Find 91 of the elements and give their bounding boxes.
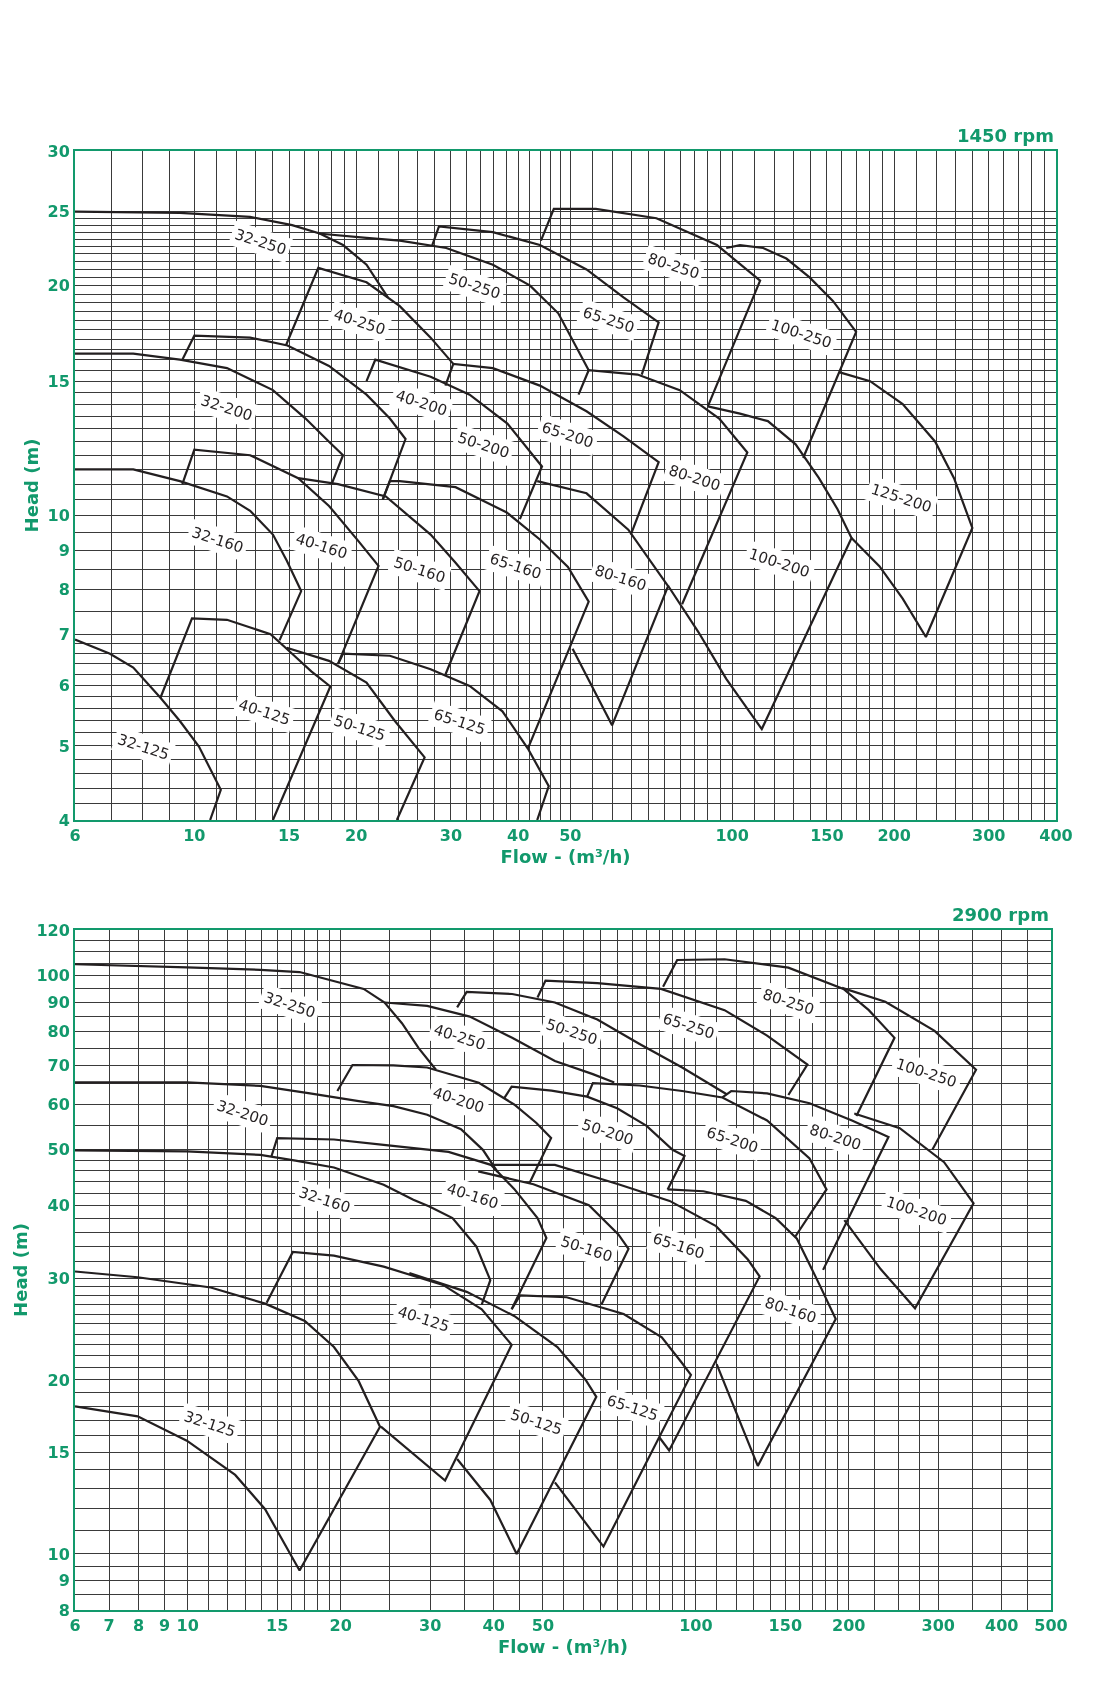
x-tick-label: 50 [531,1616,555,1636]
text: 65-160 [487,549,544,583]
y-tick-label: 7 [58,624,70,644]
text: 32-200 [198,391,255,425]
text: 32-250 [261,988,318,1022]
text: 32-125 [181,1407,238,1441]
text: 40-250 [331,305,388,339]
text: 65-200 [704,1123,761,1157]
text: 40-125 [395,1302,452,1336]
y-tick-label: 8 [58,1600,70,1620]
text: 50-125 [331,711,388,745]
y-tick-label: 90 [47,992,70,1012]
x-tick-label: 10 [183,826,206,846]
x-tick-label: 8 [132,1616,145,1636]
text: 80-160 [762,1293,819,1327]
x-tick-label: 150 [768,1616,803,1636]
x-tick-label: 150 [810,826,844,846]
y-tick-label: 25 [47,202,70,222]
x-axis-title: Flow - (m³/h) [500,845,631,867]
text: 80-250 [760,985,817,1019]
y-tick-label: 80 [47,1022,70,1042]
text: 50-125 [508,1405,565,1439]
text: 40-160 [293,529,350,563]
text: 40-160 [444,1179,501,1213]
y-tick-label: 9 [58,541,70,561]
text: 65-250 [580,303,637,337]
text: 65-125 [431,705,488,739]
x-tick-label: 7 [103,1616,115,1636]
y-tick-label: 15 [47,1442,70,1462]
y-tick-label: 100 [36,966,70,986]
x-tick-label: 20 [345,826,368,846]
text: 40-125 [236,695,293,729]
x-tick-label: 10 [176,1616,199,1636]
y-tick-label: 30 [47,1268,70,1288]
y-tick-label: 9 [58,1571,70,1591]
text: 80-200 [807,1120,864,1154]
x-tick-label: 100 [679,1616,713,1636]
text: 65-160 [650,1229,707,1263]
text: 50-200 [579,1115,636,1149]
x-tick-label: 40 [482,1616,505,1636]
text: 40-250 [431,1020,488,1054]
text: 50-200 [455,428,512,462]
text: 80-250 [645,249,702,283]
y-tick-label: 40 [47,1196,70,1216]
text: 40-200 [430,1083,487,1117]
y-tick-label: 5 [58,736,70,756]
text: 40-200 [393,386,450,420]
chart-title: 1450 rpm [957,125,1054,146]
x-axis-title: Flow - (m³/h) [498,1635,628,1657]
x-tick-label: 200 [877,826,911,846]
y-axis-title: Head (m) [21,438,43,533]
x-tick-label: 50 [559,826,582,846]
y-tick-label: 10 [47,506,70,526]
text: 50-250 [446,269,503,303]
y-tick-label: 8 [58,580,70,600]
y-tick-label: 50 [47,1140,70,1160]
x-tick-label: 30 [419,1616,442,1636]
text: 32-160 [189,523,246,557]
x-tick-label: 200 [832,1616,866,1636]
y-tick-label: 30 [47,141,70,161]
x-tick-label: 40 [507,826,530,846]
y-tick-label: 15 [47,371,70,391]
y-tick-label: 4 [58,810,70,830]
text: 80-160 [592,561,649,595]
text: 32-200 [214,1096,271,1130]
x-tick-label: 400 [985,1616,1019,1636]
x-tick-label: 400 [1039,826,1073,846]
x-tick-label: 9 [158,1616,171,1636]
y-tick-label: 60 [47,1094,70,1114]
text: 65-250 [660,1009,717,1043]
y-tick-label: 120 [36,920,70,940]
y-tick-label: 6 [58,675,70,695]
text: 65-125 [604,1391,661,1425]
y-axis-title: Head (m) [10,1223,32,1317]
y-tick-label: 20 [47,1370,70,1390]
y-tick-label: 20 [47,276,70,296]
text: 32-160 [296,1183,353,1217]
text: 80-200 [666,461,723,495]
x-tick-label: 300 [972,826,1006,846]
y-tick-label: 70 [47,1055,70,1075]
text: 65-200 [539,418,596,452]
x-tick-label: 100 [715,826,749,846]
x-tick-label: 20 [329,1616,352,1636]
x-tick-label: 500 [1034,1616,1068,1636]
x-tick-label: 300 [921,1616,955,1636]
chart-title: 2900 rpm [952,904,1049,925]
text: 32-250 [232,225,289,259]
x-tick-label: 15 [277,826,301,846]
x-tick-label: 15 [266,1616,289,1636]
y-tick-label: 10 [47,1544,70,1564]
x-tick-label: 30 [439,826,463,846]
